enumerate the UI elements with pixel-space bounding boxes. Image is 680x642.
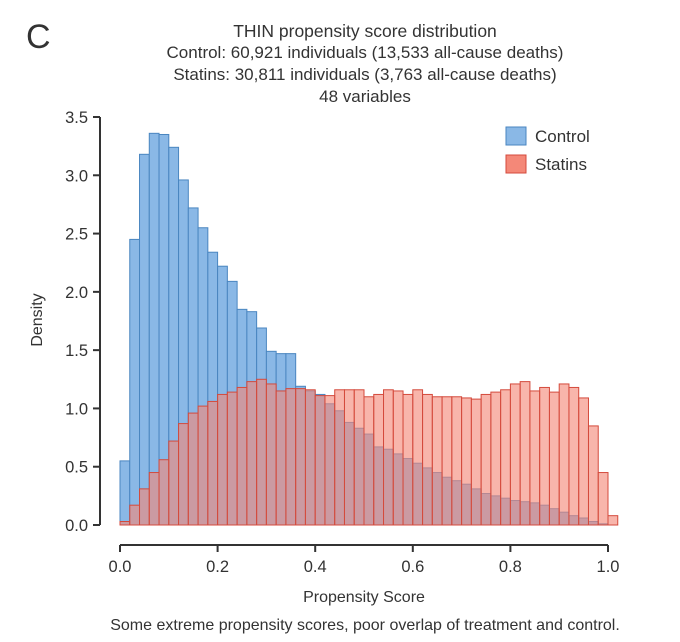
y-tick-label: 3.5 (65, 109, 88, 127)
statins-bar (129, 504, 141, 526)
statins-bar (392, 390, 404, 526)
x-tick-label: 0.2 (206, 558, 229, 576)
y-tick-label: 1.5 (65, 342, 88, 360)
statins-bar (500, 389, 511, 526)
statins-bar (519, 381, 531, 526)
chart-subtitle-control: Control: 60,921 individuals (13,533 all-… (166, 43, 564, 62)
y-axis-title: Density (29, 293, 46, 346)
statins-bar (461, 397, 472, 526)
statins-bar (422, 393, 433, 526)
statins-bar (470, 398, 482, 526)
y-tick-label: 0.0 (65, 517, 88, 535)
x-tick-label: 0.4 (304, 558, 327, 576)
statins-bar (187, 412, 199, 526)
statins-bar (597, 472, 609, 526)
statins-bar (353, 389, 365, 526)
control-legend-label: Control (535, 127, 590, 146)
control-bar (129, 238, 141, 526)
statins-bar (548, 391, 560, 526)
statins-bar (373, 393, 385, 526)
control-legend-swatch (505, 126, 527, 146)
statins-bar (334, 389, 345, 526)
statins-bar (217, 393, 228, 526)
statins-bar (412, 389, 424, 526)
statins-bar (256, 378, 267, 526)
axes: 0.0 0.5 1.0 1.5 2.0 2.5 3.0 3.5 0.0 0.2 0.4 0.6 0.8 1… (29, 109, 619, 606)
statins-bar (119, 521, 131, 526)
statins-bar (295, 388, 306, 526)
statins-bar (314, 395, 326, 526)
x-tick-label: 0.0 (109, 558, 132, 576)
statins-bar (568, 386, 580, 526)
statins-bar (402, 393, 414, 526)
statins-bar (490, 391, 502, 526)
statins-bar (558, 383, 570, 526)
statins-bar (343, 389, 355, 526)
figure-caption: Some extreme propensity scores, poor ove… (110, 617, 620, 634)
statins-bars (119, 378, 619, 526)
statins-bar (578, 397, 589, 526)
x-tick-label: 0.8 (499, 558, 522, 576)
statins-bar (451, 396, 463, 526)
control-bar (139, 153, 150, 526)
statins-bar (509, 383, 521, 526)
chart-title-block: THIN propensity score distribution Contr… (0, 20, 680, 108)
statins-legend-swatch (505, 154, 527, 174)
statins-bar (207, 400, 219, 526)
statins-bar (431, 396, 443, 526)
statins-bar (607, 515, 619, 526)
x-tick-label: 1.0 (597, 558, 620, 576)
statins-bar (363, 396, 375, 526)
statins-bar (197, 405, 209, 526)
statins-bar (139, 488, 150, 526)
statins-bar (226, 391, 238, 526)
statins-bar (383, 389, 394, 526)
y-tick-label: 3.0 (65, 167, 88, 185)
control-bar (148, 132, 160, 526)
statins-bar (304, 389, 316, 526)
chart-subtitle-statins: Statins: 30,811 individuals (3,763 all-c… (173, 65, 557, 84)
statins-bar (265, 383, 277, 526)
y-tick-label: 0.5 (65, 459, 88, 477)
statins-bar (441, 396, 453, 526)
control-bar (119, 460, 131, 526)
y-tick-label: 1.0 (65, 400, 88, 418)
y-tick-label: 2.5 (65, 226, 88, 244)
statins-bar (324, 395, 336, 526)
chart-subtitle-variables: 48 variables (319, 87, 411, 106)
statins-bar (275, 390, 287, 526)
statins-bar (529, 390, 541, 526)
x-tick-label: 0.6 (401, 558, 424, 576)
statins-bar (285, 388, 297, 526)
statins-bar (178, 423, 189, 526)
statins-bar (246, 381, 258, 526)
y-tick-label: 2.0 (65, 284, 88, 302)
statins-bar (168, 440, 180, 526)
statins-bar (236, 386, 248, 526)
statins-bar (158, 459, 170, 526)
statins-bar (480, 393, 492, 526)
chart-title: THIN propensity score distribution (233, 21, 497, 41)
x-axis-title: Propensity Score (303, 589, 425, 606)
legend: Control Statins (505, 126, 590, 174)
panel-letter: C (26, 18, 51, 56)
statins-bar (539, 386, 550, 526)
statins-bar (587, 425, 599, 526)
statins-legend-label: Statins (535, 155, 587, 174)
statins-bar (148, 472, 160, 526)
